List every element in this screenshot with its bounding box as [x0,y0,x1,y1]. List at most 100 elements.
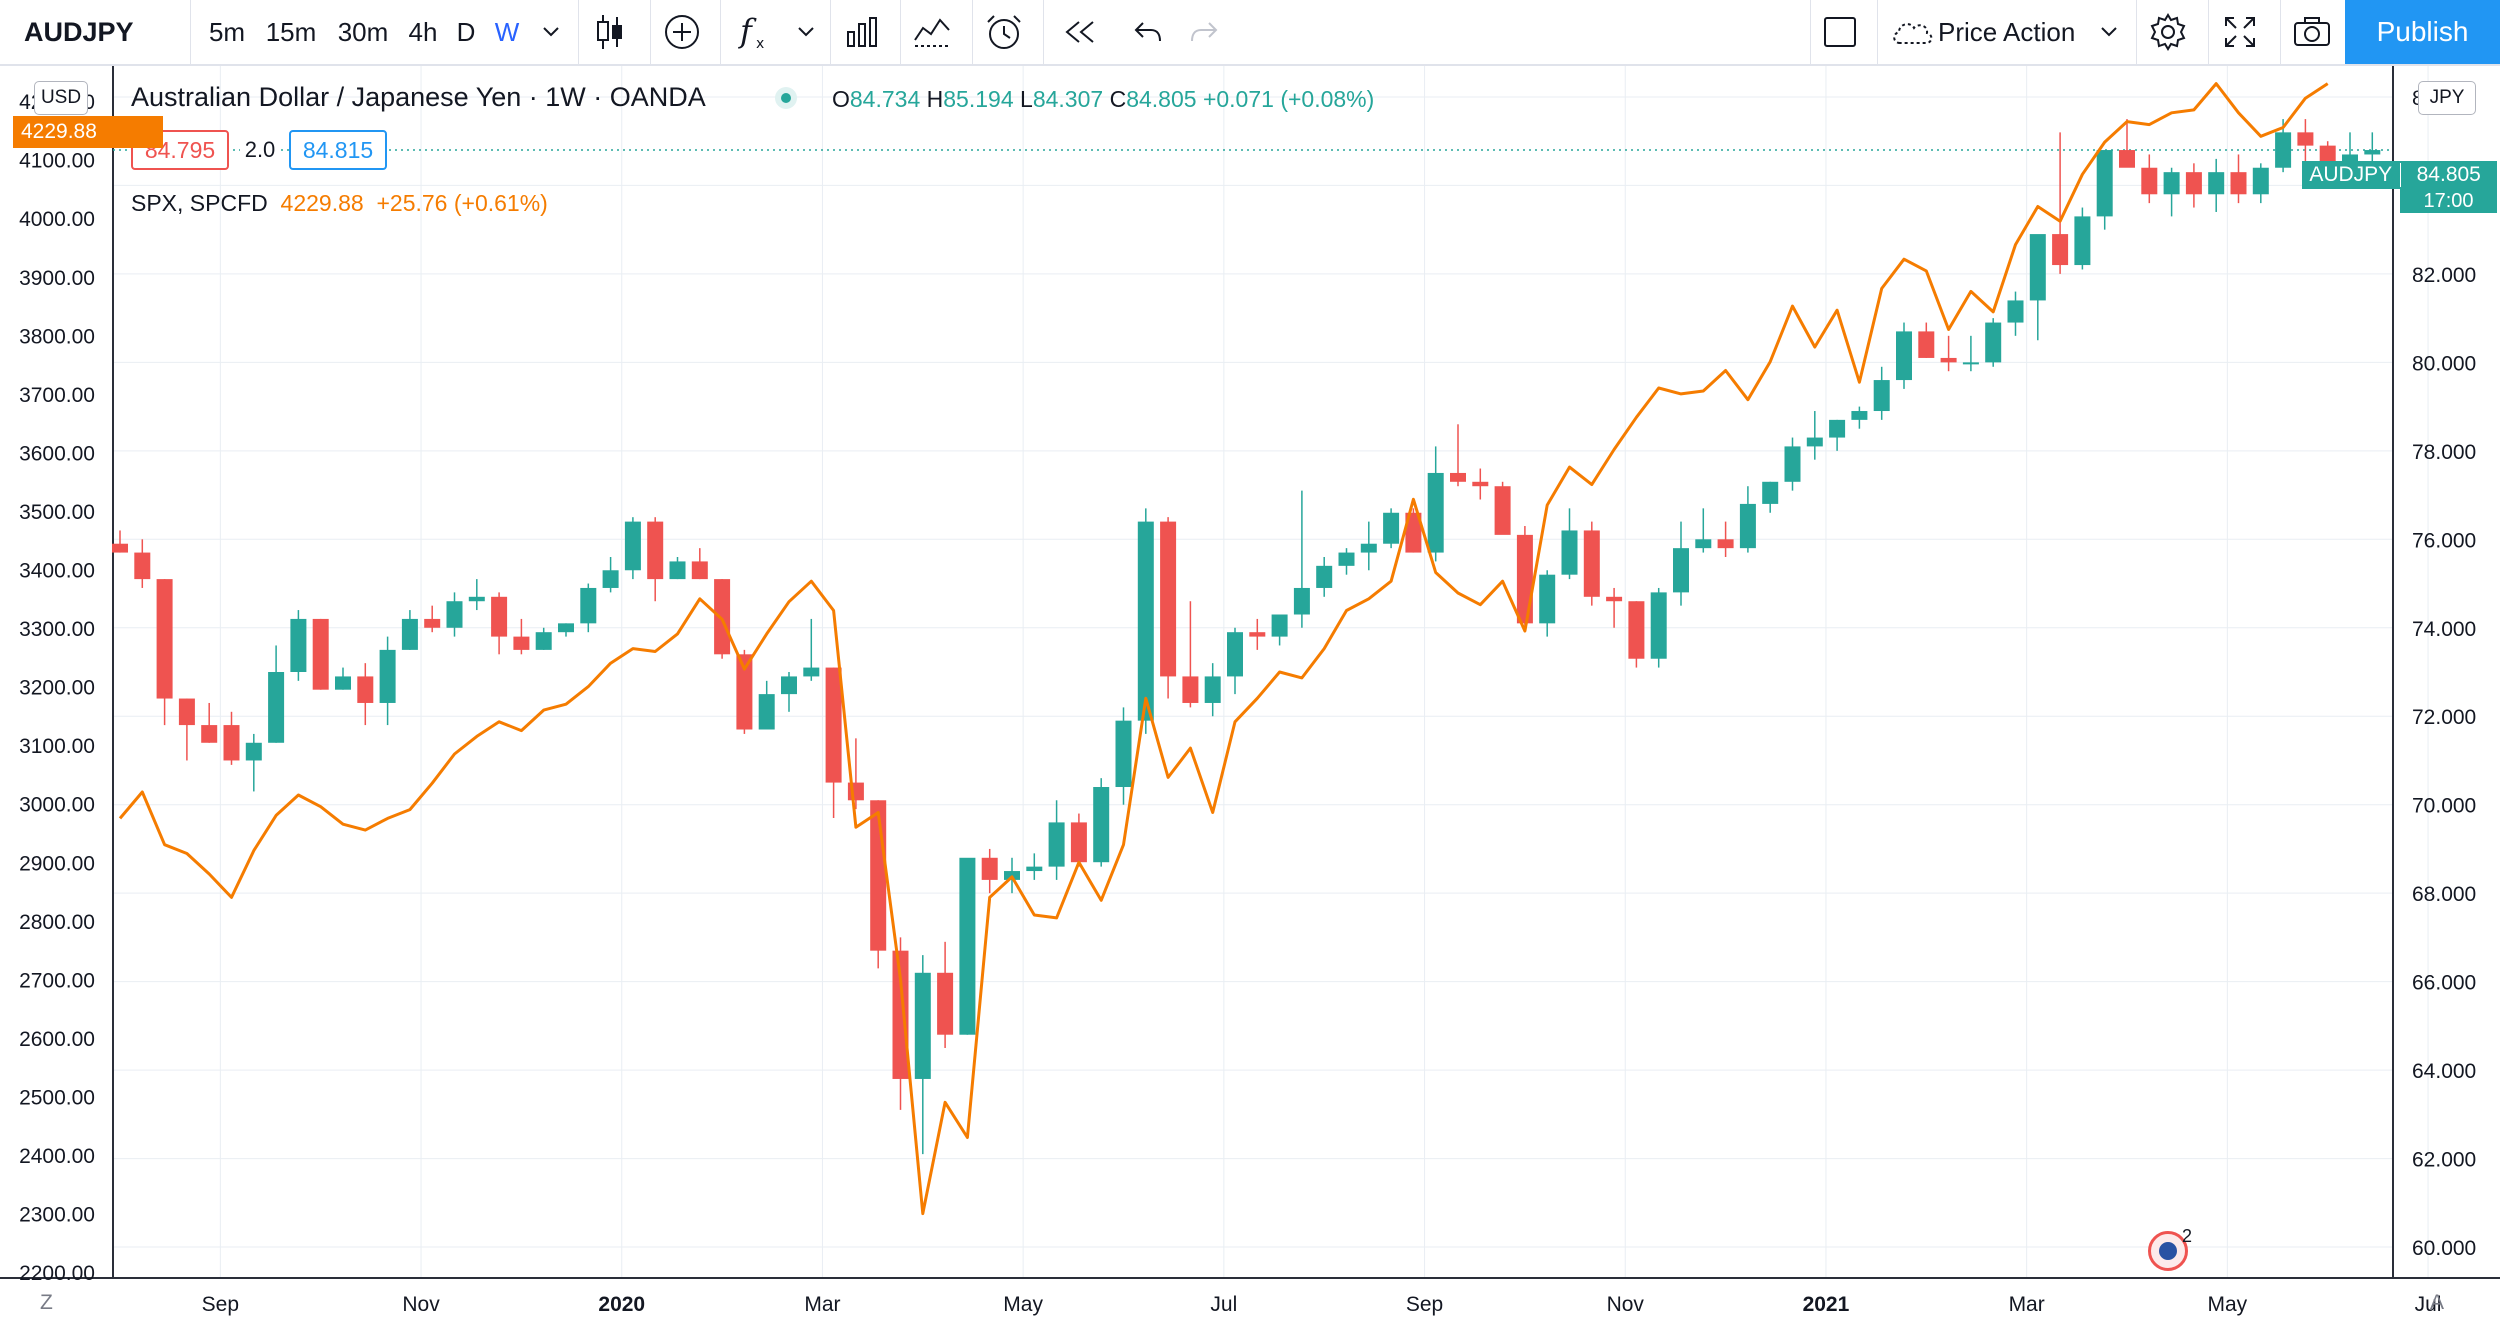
left-tick-label: 3200.00 [19,677,95,700]
left-tick-label: 2200.00 [19,1262,95,1285]
fullscreen-icon[interactable] [2210,0,2270,64]
price-chart[interactable]: 2200.00 2300.00 2400.00 2500.00 2600.00 2700.… [0,66,2500,1338]
spread-value: 2.0 [240,130,280,170]
candle-body [401,618,418,650]
symbol-legend-title: Australian Dollar / Japanese Yen · 1W · … [131,82,706,112]
template-chevron-down-icon[interactable] [2092,0,2126,64]
candle-body [178,698,195,726]
interval-15m[interactable]: 15m [265,16,317,47]
chart-area[interactable]: 2200.00 2300.00 2400.00 2500.00 2600.00 2700.… [0,66,2500,1338]
left-tick-label: 2600.00 [19,1028,95,1051]
candle-body [1739,503,1756,549]
candle-body [245,742,262,761]
templates-icon[interactable] [902,0,962,64]
candle-body [1115,720,1132,788]
camera-icon[interactable] [2282,0,2342,64]
candle-body [914,972,931,1079]
replay-icon[interactable] [1050,0,1110,64]
candle-body [736,654,753,730]
cloud-icon[interactable] [1888,0,1936,64]
symbol-search[interactable]: AUDJPY [24,16,134,47]
close-label: C [1109,86,1127,112]
redo-icon[interactable] [1176,0,1232,64]
candle-body [1093,787,1110,863]
left-tick-label: 3900.00 [19,267,95,290]
right-tick-label: 60.000 [2412,1237,2476,1260]
interval-d[interactable]: D [456,16,476,47]
candle-body [1918,331,1935,358]
right-axis-currency-badge[interactable]: JPY [2418,81,2476,115]
candle-body [558,623,574,633]
economic-event-flag-icon[interactable] [2148,1231,2188,1271]
publish-button[interactable]: Publish [2345,0,2500,64]
time-tick-label: Sep [202,1293,239,1316]
interval-5m[interactable]: 5m [208,16,246,47]
right-tick-label: 80.000 [2412,352,2476,375]
chevron-down-icon[interactable] [535,0,567,64]
left-tick-label: 3700.00 [19,384,95,407]
spx-value: 4229.88 [280,190,364,216]
zoom-reset-button[interactable]: Z [40,1291,53,1314]
interval-w[interactable]: W [494,16,520,47]
candle-body [1695,539,1712,549]
market-status-icon [775,87,797,109]
template-name[interactable]: Price Action [1938,16,2076,47]
candle-body [2208,172,2225,195]
buy-price-button[interactable]: 84.815 [289,130,387,170]
candle-body [156,579,173,699]
left-tick-label: 3300.00 [19,618,95,641]
time-tick-label: 2020 [598,1293,645,1316]
candle-body [1026,866,1043,872]
right-tick-label: 62.000 [2412,1149,2476,1172]
candle-body [691,561,708,580]
svg-text:x: x [756,36,764,52]
time-tick-label: Sep [1406,1293,1443,1316]
layout-square-icon[interactable] [1815,0,1865,64]
undo-icon[interactable] [1120,0,1176,64]
candle-body [1851,411,1868,420]
candle-body [1360,543,1377,553]
candle-body [892,950,909,1079]
candle-body [1182,676,1199,703]
compare-add-icon[interactable] [652,0,712,64]
candle-body [1472,481,1489,487]
candle-body [357,676,374,703]
time-tick-label: Nov [402,1293,440,1316]
indicators-chevron-down-icon[interactable] [790,0,822,64]
interval-4h[interactable]: 4h [408,16,438,47]
candle-body [1673,548,1689,593]
bar-countdown: 17:00 [2400,189,2497,213]
sell-price-button[interactable]: 84.795 [131,130,229,170]
spx-name: SPX, SPCFD [131,190,268,216]
candle-body [937,972,954,1035]
candle-body [1227,632,1243,677]
candle-body [223,725,240,761]
financials-icon[interactable] [832,0,892,64]
right-tick-label: 70.000 [2412,795,2476,818]
left-tick-label: 3800.00 [19,325,95,348]
candle-body [468,596,485,602]
candle-body [201,725,218,743]
candle-body [981,857,998,880]
candle-body [2119,150,2135,168]
current-price-symbol: AUDJPY [2302,163,2401,187]
candle-body [1316,565,1333,588]
candle-body [2185,172,2202,195]
candle-body [535,632,552,650]
auto-scale-button[interactable]: A [2430,1291,2445,1314]
interval-30m[interactable]: 30m [337,16,389,47]
candlestick-chart-type-icon[interactable] [580,0,640,64]
candle-body [2052,234,2069,266]
candle-body [624,521,641,571]
candle-body [268,672,285,743]
left-tick-label: 2900.00 [19,852,95,875]
gear-icon[interactable] [2138,0,2198,64]
alert-clock-icon[interactable] [974,0,1034,64]
spx-legend[interactable]: SPX, SPCFD 4229.88 +25.76 (+0.61%) [131,190,548,217]
left-axis-currency-badge[interactable]: USD [34,81,88,115]
candle-body [1383,512,1400,544]
candle-body [1628,601,1645,659]
candle-body [290,618,307,672]
right-tick-label: 64.000 [2412,1060,2476,1083]
